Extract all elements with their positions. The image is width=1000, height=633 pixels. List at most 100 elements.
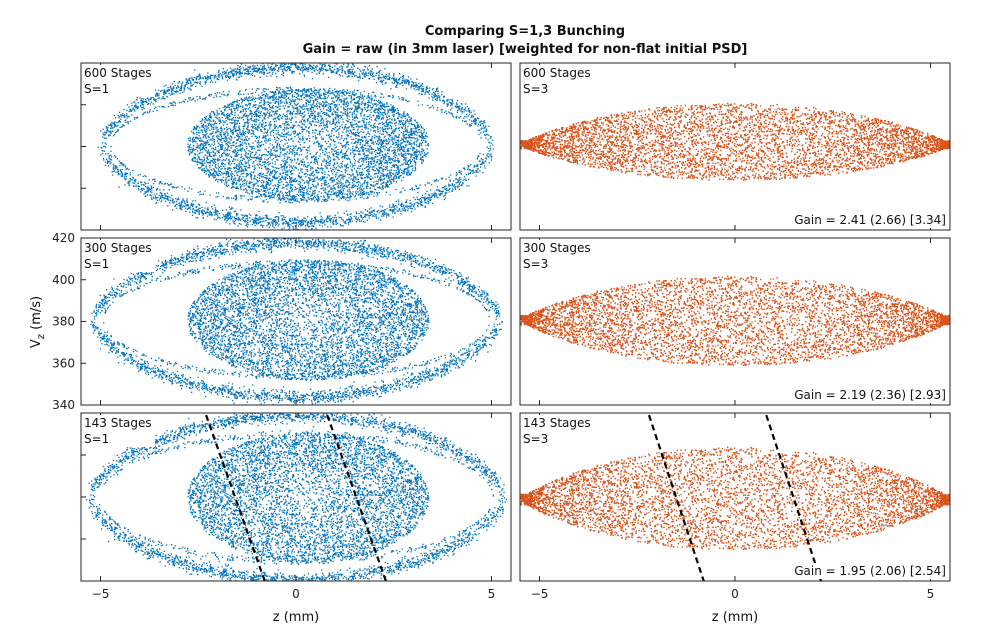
scatter-point [252,130,254,133]
scatter-point [200,163,202,165]
scatter-point [272,185,274,187]
scatter-point [283,178,285,180]
scatter-point [333,93,335,95]
scatter-point [334,159,336,161]
scatter-point [309,191,311,193]
scatter-point [319,95,321,97]
scatter-point [409,131,411,133]
scatter-point [309,108,311,110]
scatter-point [411,145,413,147]
scatter-point [208,152,211,154]
scatter-point [217,181,219,183]
scatter-point [409,147,411,149]
scatter-point [307,110,309,112]
scatter-point [404,146,406,149]
scatter-point [384,186,386,188]
scatter-point [410,123,413,125]
scatter-point [408,166,410,168]
scatter-point [276,139,278,142]
scatter-point [255,159,257,161]
scatter-point [350,130,352,132]
scatter-point [265,142,267,144]
scatter-point [258,119,260,121]
scatter-point [351,125,353,127]
scatter-point [272,177,274,179]
scatter-point [347,158,349,160]
scatter-point [415,162,417,164]
scatter-point [269,122,271,124]
scatter-point [323,176,325,178]
scatter-point [299,137,301,140]
scatter-point [255,121,257,123]
scatter-point [314,196,316,199]
scatter-point [263,180,265,182]
scatter-point [267,150,269,153]
scatter-point [395,122,397,124]
scatter-point [343,139,345,142]
scatter-point [192,138,194,140]
scatter-point [311,172,314,175]
scatter-point [232,128,235,130]
scatter-point [292,147,295,149]
scatter-point [238,180,240,182]
scatter-point [233,144,235,146]
scatter-point [190,147,192,149]
scatter-point [344,98,346,100]
scatter-point [363,126,365,128]
scatter-point [410,137,412,139]
scatter-point [379,111,381,114]
scatter-point [270,102,272,104]
scatter-point [264,125,266,127]
scatter-point [280,152,282,154]
scatter-point [303,187,305,189]
scatter-point [359,103,361,105]
scatter-point [201,124,203,127]
scatter-point [409,118,411,120]
scatter-point [318,145,320,147]
scatter-point [382,140,384,143]
scatter-point [363,99,365,101]
scatter-point [235,155,237,158]
scatter-point [388,176,390,178]
scatter-point [399,168,401,170]
scatter-point [279,174,281,176]
scatter-point [408,143,411,145]
scatter-point [371,158,374,161]
scatter-point [338,153,340,155]
scatter-point [345,106,347,108]
scatter-point [243,128,245,130]
scatter-point [384,157,386,159]
scatter-point [350,124,352,127]
scatter-point [364,179,366,182]
scatter-point [335,91,338,93]
scatter-point [338,181,341,183]
scatter-point [404,115,406,117]
scatter-point [284,177,286,179]
scatter-point [349,158,351,160]
scatter-point [204,162,206,164]
scatter-point [346,193,348,195]
scatter-point [270,181,272,183]
scatter-point [271,105,273,108]
scatter-point [338,170,341,172]
scatter-point [282,184,285,186]
scatter-point [284,115,286,117]
scatter-point [290,151,292,153]
scatter-point [204,116,206,119]
scatter-point [342,183,344,185]
scatter-point [387,142,390,144]
scatter-point [221,146,223,148]
scatter-point [379,152,381,154]
scatter-point [337,191,339,194]
scatter-point [330,106,332,109]
scatter-point [403,134,406,136]
scatter-point [361,97,363,99]
scatter-point [273,174,276,176]
scatter-point [232,160,234,162]
scatter-point [250,189,252,191]
scatter-point [389,109,392,111]
scatter-point [251,125,253,127]
scatter-point [360,174,362,176]
scatter-point [196,128,198,130]
scatter-point [244,98,246,100]
